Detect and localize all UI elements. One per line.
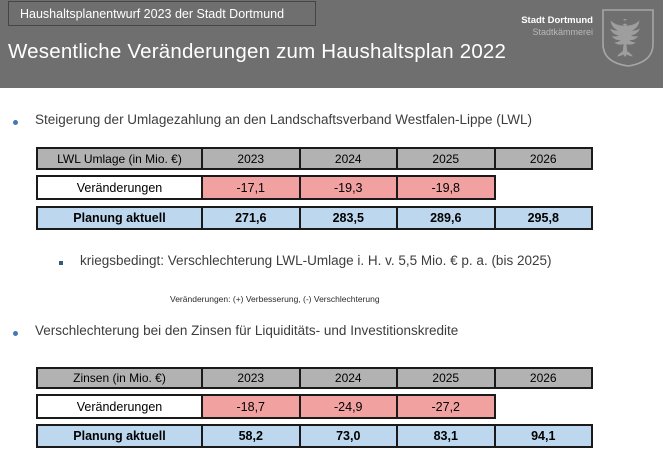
table-header-row: LWL Umlage (in Mio. €) 2023 2024 2025 20… <box>36 147 593 170</box>
change-value-cell: -24,9 <box>298 396 396 417</box>
change-value-cell: -17,1 <box>201 177 299 198</box>
table-header-year: 2024 <box>298 369 396 387</box>
kicker-text: Haushaltsplanentwurf 2023 der Stadt Dort… <box>20 6 285 21</box>
change-value-cell: -27,2 <box>396 396 494 417</box>
change-value-cell: -19,3 <box>298 177 396 198</box>
plan-value-cell: 283,5 <box>298 208 396 228</box>
plan-value-cell: 289,6 <box>396 208 494 228</box>
plan-row: Planung aktuell 271,6 283,5 289,6 295,8 <box>36 206 593 230</box>
plan-row: Planung aktuell 58,2 73,0 83,1 94,1 <box>36 424 593 448</box>
page-title: Wesentliche Veränderungen zum Haushaltsp… <box>8 40 507 63</box>
bullet-icon <box>13 331 18 336</box>
plan-value-cell: 94,1 <box>493 426 591 446</box>
section1-subbullet-text: kriegsbedingt: Verschlechterung LWL-Umla… <box>80 253 552 268</box>
plan-value-cell: 83,1 <box>396 426 494 446</box>
legend-note: Veränderungen: (+) Verbesserung, (-) Ver… <box>170 294 380 304</box>
slide-header: Haushaltsplanentwurf 2023 der Stadt Dort… <box>0 0 663 88</box>
change-row-label: Veränderungen <box>76 399 163 414</box>
plan-row-label: Planung aktuell <box>38 426 201 446</box>
table-header-label: LWL Umlage (in Mio. €) <box>38 149 201 168</box>
table-header-label: Zinsen (in Mio. €) <box>38 369 201 387</box>
logo-dept-name: Stadtkämmerei <box>532 26 593 37</box>
change-row: Veränderungen -18,7 -24,9 -27,2 <box>36 394 496 419</box>
plan-value-cell: 295,8 <box>493 208 591 228</box>
section1-bullet-text: Steigerung der Umlagezahlung an den Land… <box>35 112 533 127</box>
table-header-year: 2024 <box>298 149 396 168</box>
table-header-row: Zinsen (in Mio. €) 2023 2024 2025 2026 <box>36 367 593 389</box>
table-header-year: 2026 <box>493 149 591 168</box>
kicker-box: Haushaltsplanentwurf 2023 der Stadt Dort… <box>8 1 316 26</box>
table-header-year: 2025 <box>396 369 494 387</box>
lwl-umlage-table: LWL Umlage (in Mio. €) 2023 2024 2025 20… <box>36 147 593 230</box>
table-header-year: 2023 <box>201 369 299 387</box>
change-value-cell: -19,8 <box>396 177 494 198</box>
plan-row-label: Planung aktuell <box>38 208 201 228</box>
logo-org-name: Stadt Dortmund <box>521 15 593 26</box>
table-header-year: 2025 <box>396 149 494 168</box>
plan-value-cell: 58,2 <box>201 426 299 446</box>
table-header-year: 2023 <box>201 149 299 168</box>
logo-block: Stadt Dortmund Stadtkämmerei <box>521 15 593 37</box>
sub-bullet-icon <box>59 261 63 265</box>
dortmund-eagle-crest-icon <box>602 9 654 67</box>
plan-value-cell: 73,0 <box>298 426 396 446</box>
table-header-year: 2026 <box>493 369 591 387</box>
change-value-cell: -18,7 <box>201 396 299 417</box>
section2-bullet-text: Verschlechterung bei den Zinsen für Liqu… <box>35 323 459 338</box>
change-row-label: Veränderungen <box>76 180 163 195</box>
change-row: Veränderungen -17,1 -19,3 -19,8 <box>36 175 496 200</box>
bullet-icon <box>13 120 18 125</box>
plan-value-cell: 271,6 <box>201 208 299 228</box>
zinsen-table: Zinsen (in Mio. €) 2023 2024 2025 2026 V… <box>36 367 593 448</box>
